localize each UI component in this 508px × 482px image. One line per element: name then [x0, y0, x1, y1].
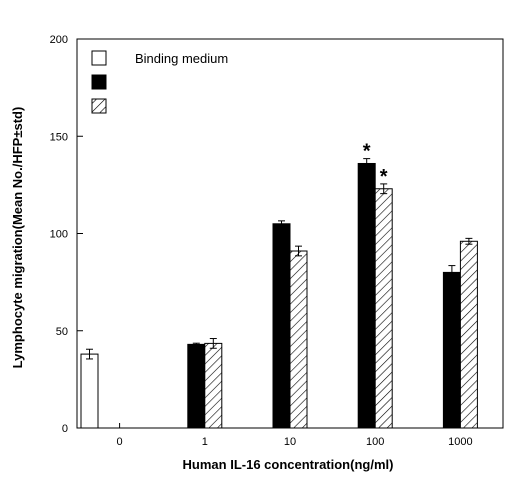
bar	[442, 271, 461, 429]
y-tick-label: 200	[50, 34, 68, 46]
bar	[459, 240, 478, 429]
y-axis-title: Lymphocyte migration(Mean No./HFP±std)	[10, 107, 25, 369]
x-tick-label: 10	[284, 436, 296, 448]
bar	[272, 223, 291, 429]
x-axis-title: Human IL-16 concentration(ng/ml)	[183, 457, 394, 472]
legend-label: Binding medium	[135, 51, 228, 66]
x-tick-label: 100	[366, 436, 384, 448]
y-tick-label: 100	[50, 229, 68, 241]
y-tick-label: 50	[56, 326, 68, 338]
bar	[187, 343, 206, 429]
y-tick-label: 150	[50, 131, 68, 143]
bar	[357, 162, 376, 429]
y-tick-label: 0	[62, 423, 68, 435]
significance-star: *	[380, 166, 388, 188]
legend-swatch	[91, 98, 107, 114]
x-tick-label: 1000	[448, 436, 472, 448]
bar	[204, 342, 223, 429]
legend-swatch	[91, 74, 107, 90]
bar	[374, 188, 393, 429]
x-tick-label: 0	[117, 436, 123, 448]
x-tick-label: 1	[202, 436, 208, 448]
legend-swatch	[91, 50, 107, 66]
bar	[80, 353, 99, 429]
bar	[289, 250, 308, 429]
significance-star: *	[363, 141, 371, 163]
